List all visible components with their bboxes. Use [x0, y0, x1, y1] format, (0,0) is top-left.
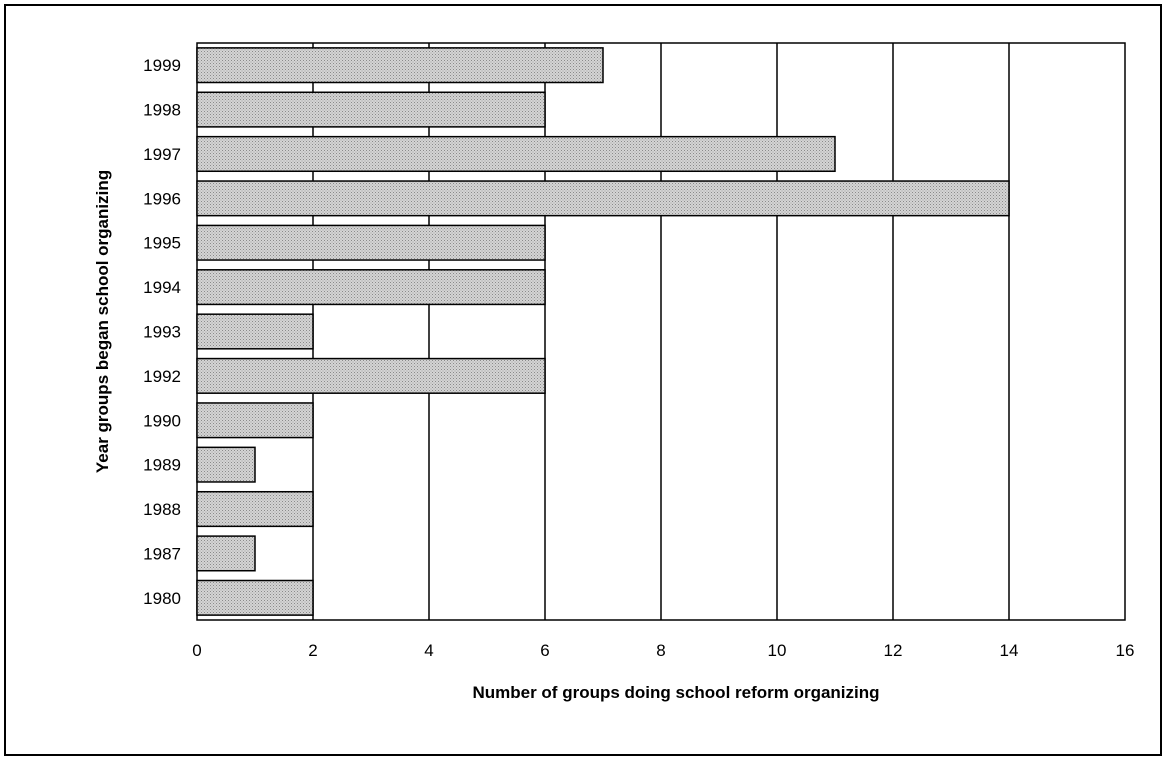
bar-1988	[196, 490, 314, 528]
bar-1994	[196, 269, 546, 306]
y-axis-title: Year groups began school organizing	[93, 170, 112, 473]
y-tick-label: 1988	[143, 500, 181, 519]
bars	[196, 47, 1010, 616]
x-axis-title: Number of groups doing school reform org…	[472, 683, 879, 702]
x-tick-label: 14	[1000, 641, 1019, 660]
bar-1993	[196, 313, 314, 350]
y-tick-label: 1995	[143, 234, 181, 253]
bar-1995	[196, 224, 546, 261]
y-tick-label: 1989	[143, 456, 181, 475]
bar-1998	[196, 91, 546, 128]
x-tick-label: 6	[540, 641, 549, 660]
bar-1996	[196, 180, 1010, 217]
x-tick-label: 4	[424, 641, 433, 660]
bar-1999	[196, 47, 604, 84]
x-tick-label: 2	[308, 641, 317, 660]
x-tick-label: 12	[884, 641, 903, 660]
bar-1989	[196, 446, 256, 483]
y-tick-label: 1987	[143, 544, 181, 563]
y-tick-labels: 1999 1998 1997 1996 1995 1994 1993 1992 1990 1989…	[143, 56, 181, 608]
y-tick-label: 1997	[143, 145, 181, 164]
y-tick-label: 1993	[143, 323, 181, 342]
x-tick-label: 16	[1116, 641, 1135, 660]
x-tick-labels: 0 2 4 6 8 10 12 14 16	[192, 641, 1134, 660]
bar-1992	[196, 357, 546, 394]
bar-1990	[196, 402, 314, 439]
y-tick-label: 1992	[143, 367, 181, 386]
bar-1980	[196, 579, 314, 616]
y-tick-label: 1996	[143, 189, 181, 208]
y-tick-label: 1999	[143, 56, 181, 75]
y-tick-label: 1998	[143, 101, 181, 120]
bar-1997	[196, 135, 836, 173]
y-tick-label: 1980	[143, 589, 181, 608]
y-tick-label: 1990	[143, 411, 181, 430]
x-tick-label: 8	[656, 641, 665, 660]
y-tick-label: 1994	[143, 278, 181, 297]
x-tick-label: 0	[192, 641, 201, 660]
bar-1987	[196, 535, 256, 572]
x-tick-label: 10	[768, 641, 787, 660]
